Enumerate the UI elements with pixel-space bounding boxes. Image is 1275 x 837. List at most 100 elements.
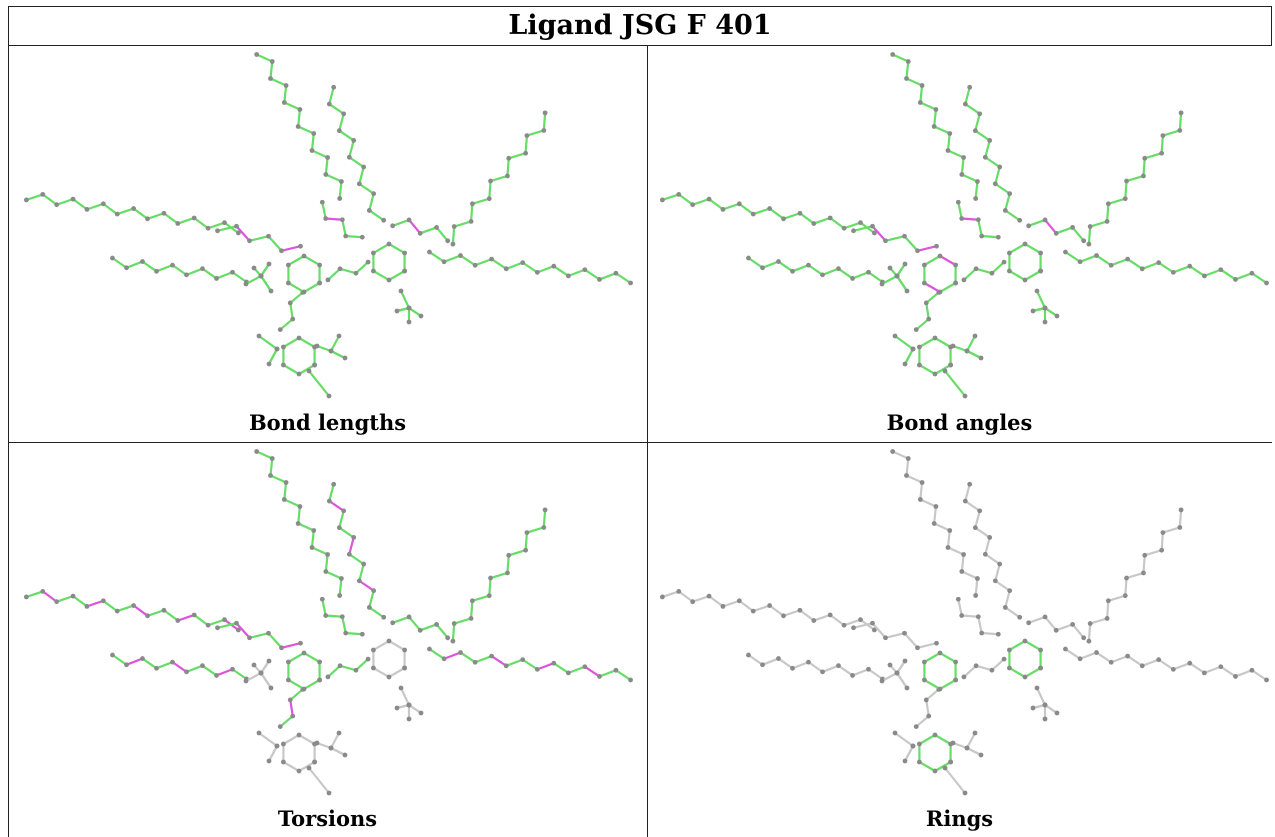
- bond: [965, 334, 977, 353]
- atom: [1156, 260, 1162, 266]
- fragment-isopropyl-bottom: [256, 333, 280, 367]
- atom: [254, 449, 260, 454]
- bond: [536, 662, 555, 671]
- atom: [406, 319, 412, 325]
- bond: [244, 671, 263, 683]
- atom: [222, 617, 227, 623]
- atom: [973, 663, 979, 669]
- atom: [283, 83, 289, 88]
- atom: [887, 265, 893, 271]
- atom: [989, 270, 995, 276]
- bond: [310, 546, 329, 556]
- atom: [790, 665, 795, 671]
- bond: [267, 235, 283, 252]
- atom: [760, 662, 765, 668]
- fragment-ring-center-left: [286, 253, 322, 295]
- atom: [274, 743, 280, 749]
- atom: [706, 593, 712, 599]
- bond: [111, 653, 128, 666]
- fragment-methyl-bottom: [306, 765, 332, 796]
- atom: [1017, 614, 1023, 620]
- fragment-tail-left-long: [23, 192, 241, 236]
- atom: [269, 456, 275, 461]
- bond: [974, 509, 981, 529]
- bond: [583, 268, 601, 281]
- bond: [812, 216, 832, 225]
- atom: [215, 625, 220, 631]
- atom: [1104, 218, 1110, 224]
- atom: [932, 732, 938, 738]
- bond: [1004, 192, 1011, 212]
- bond: [677, 590, 694, 603]
- atom: [917, 344, 922, 350]
- bond: [176, 216, 196, 225]
- atom: [469, 201, 475, 207]
- atom: [1187, 263, 1193, 269]
- bond: [891, 53, 910, 63]
- bond: [372, 242, 391, 255]
- atom: [917, 362, 922, 368]
- atom: [503, 663, 509, 669]
- bond: [279, 317, 294, 331]
- bond: [283, 84, 288, 104]
- fragment-ring-center-right: [371, 241, 407, 283]
- atom: [418, 313, 424, 319]
- bond: [842, 221, 862, 230]
- atom: [1160, 530, 1166, 536]
- atom: [1042, 702, 1048, 708]
- bond: [116, 207, 135, 216]
- fragment-tail-top-right: [450, 507, 548, 644]
- atom: [40, 192, 46, 197]
- atom: [836, 266, 841, 272]
- fragment-tail-top-b: [962, 481, 1023, 620]
- bond: [344, 234, 364, 239]
- atom: [281, 759, 286, 765]
- atom: [523, 150, 529, 156]
- atom: [309, 148, 315, 153]
- bond: [341, 218, 347, 238]
- bond: [407, 615, 422, 632]
- atom: [541, 128, 547, 133]
- atom: [1160, 133, 1166, 139]
- atom: [266, 233, 271, 239]
- atom: [947, 528, 953, 533]
- atom: [987, 138, 993, 143]
- atom: [979, 630, 985, 636]
- fragment-linker-left: [215, 620, 303, 651]
- bond: [871, 225, 887, 242]
- atom: [913, 724, 919, 729]
- atom: [1030, 308, 1036, 314]
- atom: [926, 713, 932, 719]
- bond: [977, 218, 983, 238]
- atom: [1077, 656, 1083, 662]
- atom: [720, 603, 726, 609]
- atom: [469, 598, 475, 604]
- bond: [358, 562, 365, 582]
- fragment-isopropyl-bottom-right: [314, 730, 348, 758]
- atom: [281, 100, 287, 105]
- bond: [524, 134, 529, 155]
- atom: [251, 265, 257, 271]
- bond: [1126, 655, 1144, 667]
- bond: [1078, 651, 1098, 660]
- atom: [84, 603, 90, 609]
- bond: [984, 536, 991, 556]
- bond: [255, 450, 274, 460]
- bond: [171, 264, 188, 276]
- atom: [932, 371, 938, 377]
- atom: [1081, 635, 1087, 641]
- bond: [310, 529, 315, 549]
- bond: [324, 614, 344, 618]
- atom: [317, 280, 322, 286]
- atom: [851, 625, 856, 631]
- fragment-isopropyl-bottom-right: [950, 333, 984, 361]
- atom: [343, 233, 349, 239]
- bond: [925, 688, 940, 702]
- bond: [283, 481, 288, 501]
- atom: [931, 124, 937, 129]
- fragment-ring-bottom: [917, 335, 953, 377]
- bond: [297, 522, 315, 532]
- atom: [337, 593, 343, 598]
- atom: [311, 131, 317, 136]
- atom: [851, 228, 856, 234]
